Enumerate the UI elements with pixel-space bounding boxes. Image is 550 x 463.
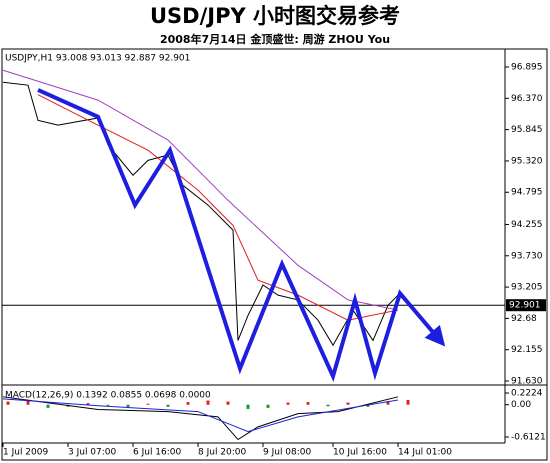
price-label: 92.901 — [509, 301, 541, 311]
series-line — [37, 94, 399, 321]
y-tick-label: 93.205 — [511, 283, 543, 293]
y-tick-label: 91.630 — [511, 377, 543, 387]
histogram-bar — [306, 402, 310, 405]
series-line — [2, 81, 409, 347]
histogram-bar — [126, 404, 130, 408]
y-tick-label: 92.68 — [511, 314, 537, 324]
histogram-bar — [406, 399, 410, 405]
histogram-bar — [46, 404, 50, 408]
macd-info: MACD(12,26,9) 0.1392 0.0855 0.0698 0.000… — [5, 391, 211, 401]
title: USD/JPY 小时图交易参考 — [150, 4, 400, 28]
x-tick-label: 6 Jul 16:00 — [133, 448, 182, 458]
y-tick-label: 95.320 — [511, 156, 543, 166]
series-line — [2, 398, 399, 433]
y-tick-label: -0.6121 — [511, 432, 546, 442]
y-tick-label: 94.255 — [511, 220, 543, 230]
histogram-bar — [106, 404, 110, 406]
x-tick-label: 14 Jul 01:00 — [398, 448, 452, 458]
symbol-info: USDJPY,H1 93.008 93.013 92.887 92.901 — [5, 54, 190, 64]
histogram-bar — [366, 404, 370, 407]
y-tick-label: 96.895 — [511, 62, 543, 72]
frame — [1, 48, 548, 461]
price-box — [506, 299, 546, 312]
series-line — [2, 396, 399, 441]
histogram-bar — [386, 401, 390, 405]
histogram-bar — [206, 400, 210, 405]
y-tick-label: 93.730 — [511, 251, 543, 261]
x-tick-label: 8 Jul 20:00 — [198, 448, 247, 458]
histogram-bar — [86, 403, 90, 405]
y-tick-label: 95.845 — [511, 125, 543, 135]
histogram-bar — [286, 402, 290, 405]
y-tick-label: 92.155 — [511, 345, 543, 355]
histogram-bar — [6, 401, 10, 405]
subtitle: 2008年7月14日 金顶盛世: 周游 ZHOU You — [160, 32, 390, 46]
x-tick-label: 10 Jul 16:00 — [333, 448, 387, 458]
y-tick-label: 96.370 — [511, 94, 543, 104]
series-line — [37, 88, 446, 383]
histogram-bar — [246, 404, 250, 409]
y-tick-label: 94.795 — [511, 188, 543, 198]
histogram-bar — [346, 402, 350, 405]
histogram-bar — [146, 403, 150, 405]
x-tick-label: 9 Jul 08:00 — [263, 448, 312, 458]
x-tick-label: 3 Jul 07:00 — [68, 448, 117, 458]
series-line — [2, 69, 399, 311]
histogram-bar — [266, 404, 270, 408]
histogram-bar — [226, 401, 230, 405]
histogram-bar — [326, 404, 330, 407]
histogram-bar — [186, 402, 190, 405]
histogram-bar — [26, 400, 30, 405]
y-tick-label: 0.2224 — [511, 388, 543, 398]
histogram-bar — [166, 404, 170, 407]
x-tick-label: 1 Jul 2009 — [3, 448, 48, 458]
y-tick-label: 0.00 — [511, 400, 531, 410]
